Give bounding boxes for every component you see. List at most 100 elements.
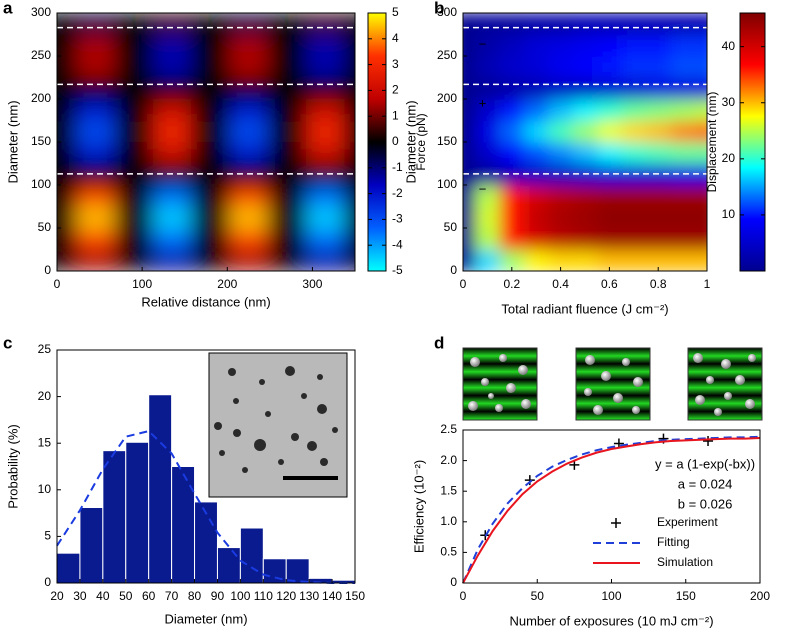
heat-cell bbox=[499, 142, 525, 165]
heat-cell bbox=[344, 77, 355, 100]
x-tick-label: 20 bbox=[50, 589, 64, 603]
colorbar-tick-label: 3 bbox=[392, 57, 399, 71]
heat-cell bbox=[229, 77, 269, 100]
heat-cell bbox=[670, 120, 696, 143]
heat-cell bbox=[229, 13, 269, 36]
legend-marker bbox=[611, 518, 621, 528]
heat-cell bbox=[306, 13, 345, 36]
heat-cell bbox=[76, 228, 116, 251]
heat-cell bbox=[57, 249, 77, 271]
heat-cell bbox=[670, 206, 696, 229]
heat-cell bbox=[229, 99, 269, 122]
thumbnail bbox=[462, 347, 538, 421]
panel-label: d bbox=[434, 333, 444, 352]
heat-cell bbox=[572, 56, 598, 79]
heat-cell bbox=[646, 185, 671, 208]
heat-cell bbox=[463, 228, 476, 251]
heat-cell bbox=[152, 13, 192, 36]
heat-cell bbox=[267, 56, 307, 79]
bar bbox=[216, 547, 241, 584]
y-tick-label: 1.0 bbox=[440, 514, 457, 528]
y-axis-label: Probability (%) bbox=[5, 424, 20, 509]
y-tick-label: 20 bbox=[38, 389, 52, 403]
heat-cell bbox=[267, 228, 307, 251]
heat-cell bbox=[621, 56, 647, 79]
panel-label: a bbox=[3, 0, 13, 17]
heat-cell bbox=[646, 228, 671, 251]
heat-cell bbox=[152, 56, 192, 79]
heat-cell bbox=[597, 34, 623, 57]
heat-cell bbox=[229, 56, 269, 79]
y-tick-label: 1.5 bbox=[440, 483, 457, 497]
heat-cell bbox=[57, 99, 77, 122]
heat-cell bbox=[548, 185, 574, 208]
fit-line bbox=[56, 429, 355, 584]
heat-cell bbox=[344, 13, 355, 36]
heat-cell bbox=[572, 13, 598, 36]
heat-cell bbox=[306, 77, 345, 100]
legend-label: Fitting bbox=[657, 535, 690, 549]
heat-cell bbox=[646, 249, 671, 271]
thumbnails bbox=[462, 347, 763, 421]
heat-cell bbox=[463, 185, 476, 208]
heat-cell bbox=[524, 99, 549, 122]
panel-label: b bbox=[434, 0, 444, 17]
heat-cell bbox=[524, 77, 549, 100]
thumbnail bbox=[687, 347, 763, 421]
heat-cell bbox=[152, 249, 192, 271]
heat-cell bbox=[646, 56, 671, 79]
heat-cell bbox=[114, 77, 154, 100]
heat-cell bbox=[57, 163, 77, 186]
y-tick-label: 0 bbox=[450, 575, 457, 589]
x-tick-label: 100 bbox=[230, 589, 250, 603]
y-tick-label: 200 bbox=[31, 91, 51, 105]
heat-cell bbox=[597, 120, 623, 143]
heat-cell bbox=[694, 34, 707, 57]
heat-cell bbox=[597, 77, 623, 100]
heat-cell bbox=[76, 185, 116, 208]
heat-cell bbox=[344, 228, 355, 251]
heat-cell bbox=[694, 77, 707, 100]
heat-cell bbox=[152, 142, 192, 165]
y-tick-label: 50 bbox=[444, 220, 458, 234]
heat-cell bbox=[572, 142, 598, 165]
heat-cell bbox=[57, 77, 77, 100]
x-tick-label: 150 bbox=[345, 589, 365, 603]
colorbar-tick-label: -4 bbox=[392, 237, 403, 251]
heat-cell bbox=[191, 249, 231, 271]
x-tick-label: 0 bbox=[460, 277, 467, 291]
heat-cell bbox=[114, 206, 154, 229]
heat-cell bbox=[499, 120, 525, 143]
heat-cell bbox=[57, 13, 77, 36]
series-line bbox=[462, 436, 761, 584]
panel-label: c bbox=[3, 333, 12, 352]
x-tick-label: 0 bbox=[54, 277, 61, 291]
heat-cell bbox=[694, 185, 707, 208]
legend-label: Simulation bbox=[657, 555, 713, 569]
heat-cell bbox=[621, 77, 647, 100]
thumbnail bbox=[575, 347, 651, 421]
heat-cell bbox=[621, 249, 647, 271]
y-tick-label: 15 bbox=[38, 435, 52, 449]
heat-cell bbox=[597, 142, 623, 165]
y-axis-label: Diameter (nm) bbox=[5, 100, 20, 183]
heat-cell bbox=[114, 249, 154, 271]
y-axis-label: Efficiency (10⁻²) bbox=[411, 460, 426, 553]
x-tick-label: 80 bbox=[188, 589, 202, 603]
heat-cell bbox=[475, 206, 501, 229]
heat-cell bbox=[548, 77, 574, 100]
heat-cell bbox=[621, 99, 647, 122]
heat-cell bbox=[463, 77, 476, 100]
inset-frame bbox=[208, 352, 348, 498]
heat-cell bbox=[597, 99, 623, 122]
heat-cell bbox=[306, 185, 345, 208]
x-tick-label: 40 bbox=[96, 589, 110, 603]
heat-cell bbox=[76, 206, 116, 229]
x-tick-label: 150 bbox=[676, 589, 696, 603]
bar bbox=[102, 450, 127, 584]
x-tick-label: 300 bbox=[302, 277, 322, 291]
heat-cell bbox=[694, 228, 707, 251]
y-tick-label: 5 bbox=[44, 529, 51, 543]
